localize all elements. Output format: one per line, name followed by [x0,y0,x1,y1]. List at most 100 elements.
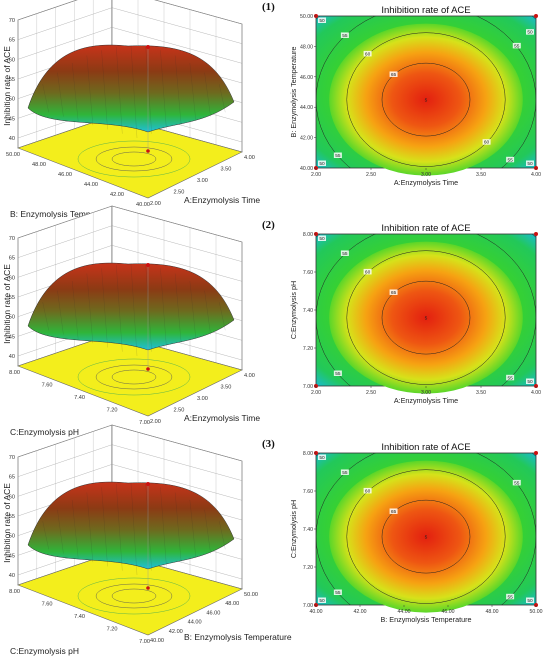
x-tick-label: 2.50 [366,390,376,396]
contour-line-65 [381,499,471,574]
surface-mesh-line [189,499,196,558]
design-point-marker [146,149,150,153]
contour-label: 50 [527,598,533,604]
contour-label-box [340,469,349,475]
panel-label: (2) [262,219,275,231]
y-tick-label: 7.20 [107,408,118,414]
contour-line-65 [381,280,471,355]
z-tick-label: 45 [9,116,15,122]
surface-mesh-line [72,280,79,339]
x-tick-label: 50.00 [244,592,258,598]
floor-contour-line [111,588,157,604]
surface-mesh-line [101,50,108,130]
x-axis-label: A:Enzymolysis Time [394,178,458,187]
contour-label: 55 [335,590,341,596]
z-tick-label: 65 [9,256,15,262]
surface-mesh-line [204,509,211,554]
contour-label-box [318,597,326,603]
y-tick-label: 7.60 [42,602,53,608]
surface-mesh-line [130,45,138,139]
surface-mesh-line [175,273,182,344]
z-tick-label: 70 [9,18,15,24]
x-axis-label: A:Enzymolysis Time [184,195,260,205]
response-surface [27,481,235,570]
surface-mesh-line [116,484,123,571]
x-tick-label: 3.00 [197,396,208,402]
contour-label-box [363,50,372,57]
y-axis-label: B: Enzymolysis Temperature [289,47,298,138]
surface-mesh-line [86,55,93,126]
floor-contour-line [95,146,173,172]
surface-mesh-line [101,487,108,567]
x-axis-label: B: Enzymolysis Temperature [381,615,472,624]
x-tick-label: 2.00 [150,419,161,425]
surface-plot-1: 40 45 50 55 60 65 70 Inhibition rate of ACE 40.0… [2,0,260,219]
contour-line-60 [346,32,506,167]
y-tick-label: 7.20 [107,627,118,633]
contour-line-65 [381,62,471,137]
wall-gridline [17,245,243,282]
surface-plot-2: 40 45 50 55 60 65 70 Inhibition rate of ACE 7.00… [2,205,260,437]
y-tick-label: 8.00 [303,451,313,457]
contour-plot-1: (1) Inhibition rate of ACE505050505555555… [262,1,541,187]
surface-mesh-line [42,302,49,331]
floor-contour-line [77,358,191,396]
y-axis-label: C:Enzymolysis pH [289,500,298,558]
x-tick-label: 3.50 [476,172,486,178]
x-tick-label: 4.00 [531,172,541,178]
y-tick-label: 50.00 [300,14,313,20]
contour-label: 50 [319,598,325,604]
x-tick-label: 2.00 [150,201,161,207]
design-point-marker [146,482,150,486]
contour-label-box [506,156,515,163]
surface-mesh-line [145,265,152,352]
surface-mesh-line [145,47,152,134]
wall-gridline [17,0,243,25]
contour-label: 55 [342,470,348,476]
y-axis-label: C:Enzymolysis pH [289,281,298,339]
contour-label-box [318,17,326,23]
contour-label-box [318,454,326,460]
surface-mesh-line [101,268,108,348]
contour-label: 50 [527,379,533,385]
x-tick-label: 46.00 [206,610,220,616]
y-tick-label: 48.00 [32,162,46,168]
z-tick-label: 60 [9,275,15,281]
x-tick-label: 3.50 [221,167,232,173]
contour-label: 55 [342,33,348,39]
x-tick-label: 44.00 [398,609,411,615]
surface-mesh-line [130,482,138,576]
surface-mesh-line [160,50,167,130]
surface-mesh-line [219,521,226,550]
floor-contour-line [111,151,157,167]
contour-fill [329,23,523,176]
contour-label: 55 [507,157,513,163]
z-tick-label: 65 [9,475,15,481]
x-tick-label: 4.00 [244,373,255,379]
surface-mesh-line [72,62,79,121]
surface-mesh-line [57,290,64,335]
surface-mesh-line [189,280,196,339]
x-tick-label: 42.00 [354,609,367,615]
contour-label-box [389,508,398,514]
z-axis-label: Inhibition rate of ACE [2,46,12,126]
surface-mesh-line [204,72,211,117]
contour-label: 50 [319,455,325,461]
z-tick-label: 55 [9,295,15,301]
contour-label-box [389,289,398,295]
x-tick-label: 44.00 [188,620,202,626]
floor-contour-plane [17,552,243,636]
contour-label: 50 [527,161,533,167]
panel-label: (3) [262,438,275,450]
y-tick-label: 8.00 [303,232,313,238]
surface-mesh-line [42,521,49,550]
x-tick-label: 42.00 [169,629,183,635]
surface-mesh-line [57,72,64,117]
y-tick-label: 7.60 [42,383,53,389]
z-tick-label: 55 [9,514,15,520]
surface-mesh-line [204,290,211,335]
y-tick-label: 7.40 [303,308,313,314]
z-tick-label: 40 [9,136,15,142]
surface-mesh-line [86,273,93,344]
y-tick-label: 7.40 [74,614,85,620]
